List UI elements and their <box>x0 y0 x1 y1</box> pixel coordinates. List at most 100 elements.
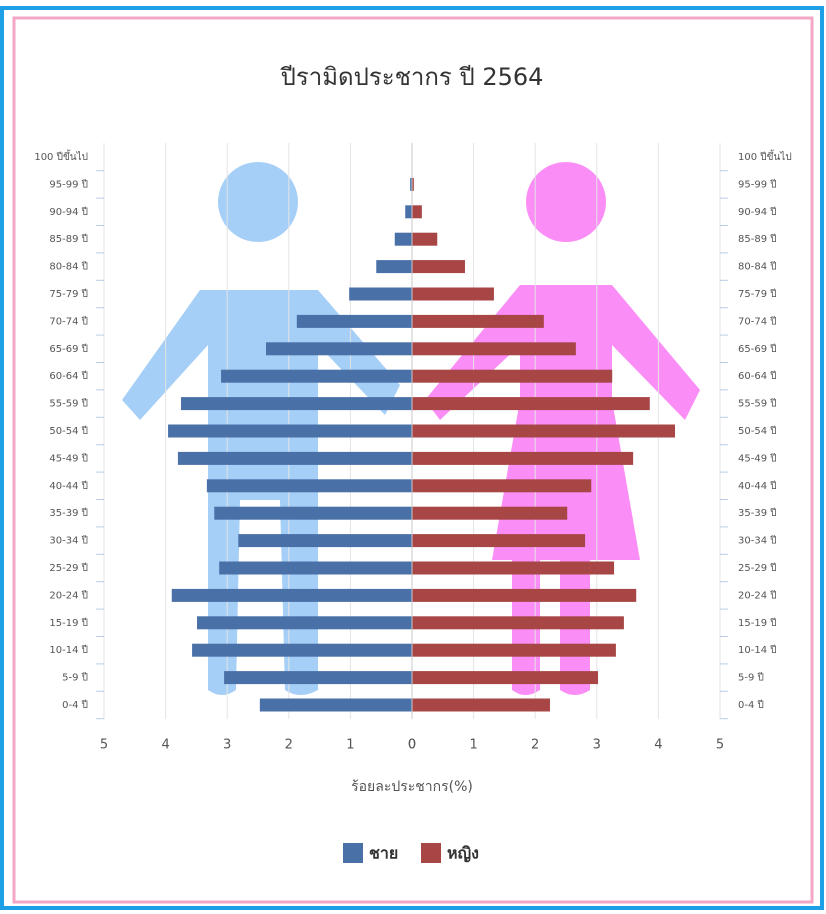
y-tick-label: 60-64 ปี <box>49 370 88 382</box>
bar <box>412 561 615 575</box>
bar <box>410 177 412 191</box>
y-tick-label: 30-34 ปี <box>738 535 777 547</box>
bar <box>412 287 494 301</box>
y-tick-label: 25-29 ปี <box>738 562 777 574</box>
bar <box>412 698 550 712</box>
x-tick-label: 5 <box>716 738 724 753</box>
y-tick-label: 45-49 ปี <box>738 452 777 464</box>
y-tick-label: 40-44 ปี <box>49 480 88 492</box>
x-tick-label: 3 <box>593 738 601 753</box>
bar <box>206 479 412 493</box>
y-tick-label: 100 ปีขึ้นไป <box>738 149 792 163</box>
y-tick-label: 5-9 ปี <box>738 672 764 684</box>
y-tick-label: 50-54 ปี <box>49 425 88 437</box>
y-tick-label: 15-19 ปี <box>49 617 88 629</box>
x-tick-label: 4 <box>654 738 662 753</box>
x-tick-label: 0 <box>408 738 416 753</box>
bar <box>219 561 412 575</box>
x-axis-label: ร้อยละประชากร(%) <box>351 779 473 795</box>
x-tick-label: 1 <box>469 738 477 753</box>
bar <box>376 260 412 274</box>
y-tick-label: 10-14 ปี <box>738 644 777 656</box>
y-tick-label: 85-89 ปี <box>738 233 777 245</box>
y-tick-label: 20-24 ปี <box>738 589 777 601</box>
bar <box>412 588 637 602</box>
y-tick-label: 75-79 ปี <box>738 288 777 300</box>
bar <box>412 479 592 493</box>
legend-swatch <box>421 843 441 863</box>
man-figure <box>122 162 400 695</box>
bar <box>412 177 414 191</box>
bar <box>412 424 676 438</box>
y-tick-label: 65-69 ปี <box>49 343 88 355</box>
bar <box>171 588 412 602</box>
y-tick-label: 85-89 ปี <box>49 233 88 245</box>
bar <box>412 506 568 520</box>
y-tick-label: 75-79 ปี <box>49 288 88 300</box>
y-tick-label: 10-14 ปี <box>49 644 88 656</box>
bar <box>192 643 412 657</box>
bar <box>412 397 650 411</box>
x-tick-label: 5 <box>100 738 108 753</box>
bar <box>412 451 634 465</box>
y-tick-label: 70-74 ปี <box>738 315 777 327</box>
y-tick-label: 40-44 ปี <box>738 480 777 492</box>
y-tick-label: 50-54 ปี <box>738 425 777 437</box>
y-tick-label: 5-9 ปี <box>62 672 88 684</box>
legend-swatch <box>343 843 363 863</box>
outer-frame <box>0 6 824 910</box>
bar <box>238 534 412 548</box>
y-tick-label: 95-99 ปี <box>738 178 777 190</box>
bar <box>221 369 412 383</box>
bar <box>177 451 412 465</box>
y-tick-label: 65-69 ปี <box>738 343 777 355</box>
bar <box>296 314 412 328</box>
bar <box>412 643 616 657</box>
bar <box>412 314 544 328</box>
y-tick-label: 95-99 ปี <box>49 178 88 190</box>
bar <box>266 342 412 356</box>
bar <box>412 260 465 274</box>
y-tick-label: 90-94 ปี <box>738 206 777 218</box>
bar <box>412 342 576 356</box>
y-tick-label: 35-39 ปี <box>738 507 777 519</box>
bar <box>394 232 412 246</box>
y-tick-label: 80-84 ปี <box>49 261 88 273</box>
y-tick-label: 0-4 ปี <box>738 699 764 711</box>
y-tick-label: 30-34 ปี <box>49 535 88 547</box>
x-tick-label: 0 <box>408 738 416 753</box>
bar <box>197 616 412 630</box>
y-tick-label: 25-29 ปี <box>49 562 88 574</box>
x-tick-label: 1 <box>346 738 354 753</box>
y-tick-label: 15-19 ปี <box>738 617 777 629</box>
legend-label: ชาย <box>369 844 398 863</box>
y-tick-label: 0-4 ปี <box>62 699 88 711</box>
y-tick-label: 55-59 ปี <box>738 398 777 410</box>
bar <box>168 424 412 438</box>
bar <box>412 369 613 383</box>
y-tick-label: 35-39 ปี <box>49 507 88 519</box>
bar <box>412 205 422 219</box>
bar <box>412 534 586 548</box>
bar <box>259 698 412 712</box>
y-tick-label: 80-84 ปี <box>738 261 777 273</box>
y-tick-label: 100 ปีขึ้นไป <box>34 149 88 163</box>
x-tick-label: 2 <box>531 738 539 753</box>
bar <box>405 205 412 219</box>
y-tick-label: 55-59 ปี <box>49 398 88 410</box>
inner-frame <box>12 16 814 904</box>
y-tick-label: 90-94 ปี <box>49 206 88 218</box>
y-tick-label: 45-49 ปี <box>49 452 88 464</box>
legend-label: หญิง <box>447 844 479 864</box>
y-tick-label: 70-74 ปี <box>49 315 88 327</box>
y-tick-label: 20-24 ปี <box>49 589 88 601</box>
bar <box>349 287 412 301</box>
y-tick-label: 60-64 ปี <box>738 370 777 382</box>
bar <box>412 671 599 685</box>
x-tick-label: 4 <box>161 738 169 753</box>
bar <box>412 232 438 246</box>
bar <box>214 506 412 520</box>
bar <box>412 616 624 630</box>
bar <box>224 671 412 685</box>
